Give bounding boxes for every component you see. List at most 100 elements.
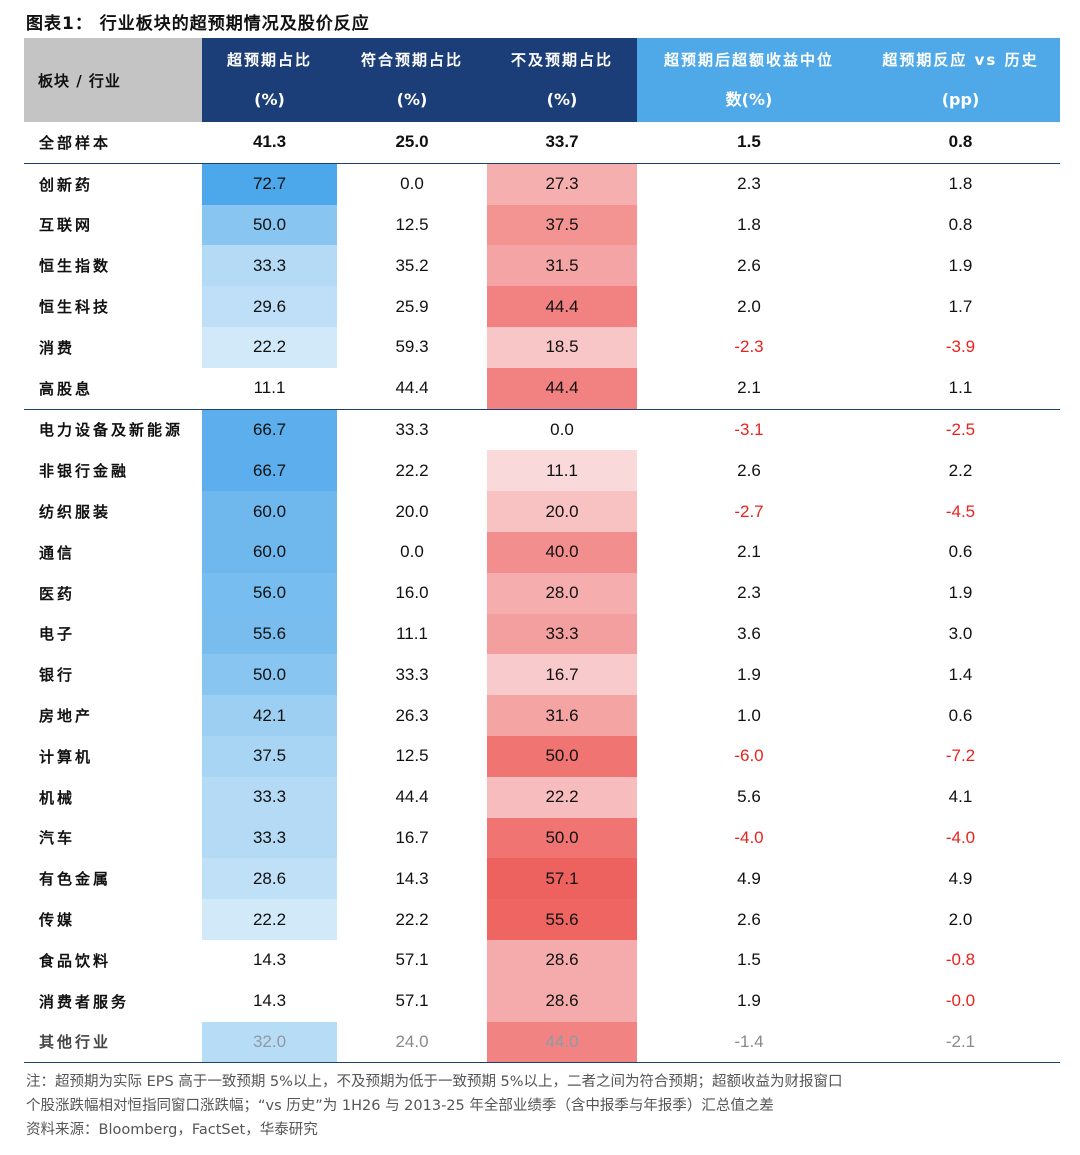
row-excess-cell: -4.0 <box>734 827 764 847</box>
row-inline-cell: 44.4 <box>337 367 487 410</box>
header-miss-ratio-line1: 不及预期占比 <box>510 51 613 69</box>
row-miss-cell: 37.5 <box>487 204 637 246</box>
row-vs-history-cell: -2.5 <box>945 419 976 439</box>
header-inline-ratio-line1: 符合预期占比 <box>360 51 463 69</box>
note-line-2: 个股涨跌幅相对恒指同窗口涨跌幅；“vs 历史”为 1H26 与 2013-25 … <box>26 1098 774 1114</box>
row-vs-history-cell: -3.9 <box>945 337 976 357</box>
row-excess-cell: 2.1 <box>737 542 761 562</box>
row-excess-cell: 1.9 <box>737 991 761 1011</box>
row-excess-cell: 2.6 <box>737 255 761 275</box>
note-line-1: 注：超预期为实际 EPS 高于一致预期 5%以上，不及预期为低于一致预期 5%以… <box>26 1074 843 1090</box>
row-inline-cell: 26.3 <box>395 705 429 725</box>
row-miss-cell: 50.0 <box>487 735 637 777</box>
row-name-cell: 通信 <box>39 543 76 562</box>
row-vs-history-cell: -2.1 <box>861 1021 1060 1064</box>
table-row: 恒生科技 29.6 25.9 44.4 2.0 1.7 <box>24 286 1060 327</box>
row-name-cell: 银行 <box>39 666 76 685</box>
header-excess-return: 超预期后超额收益中位 数(%) <box>637 38 861 122</box>
row-vs-history-cell: 3.0 <box>948 623 973 643</box>
row-inline-cell: 57.1 <box>395 991 429 1011</box>
row-excess-cell: 4.9 <box>737 868 761 888</box>
row-name-cell: 机械 <box>39 788 76 807</box>
header-excess-return-line1: 超预期后超额收益中位 <box>663 51 834 69</box>
total-row-vs-history: 0.8 <box>861 122 1060 164</box>
row-name-cell: 电力设备及新能源 <box>39 421 184 440</box>
row-name-cell: 互联网 <box>39 216 94 235</box>
source-line: 资料来源：Bloomberg，FactSet，华泰研究 <box>26 1122 318 1138</box>
table-row: 纺织服装 60.0 20.0 20.0 -2.7 -4.5 <box>24 491 1060 532</box>
table-row: 非银行金融 66.7 22.2 11.1 2.6 2.2 <box>24 450 1060 492</box>
row-name-cell: 房地产 <box>39 707 94 726</box>
table-row: 创新药 72.7 0.0 27.3 2.3 1.8 <box>24 163 1060 205</box>
row-miss-cell: 27.3 <box>487 163 637 205</box>
table-body: 全部样本 41.3 25.0 33.7 1.5 0.8 创新药 72.7 0.0 27… <box>24 122 1060 1064</box>
table-row: 计算机 37.5 12.5 50.0 -6.0 -7.2 <box>24 735 1060 777</box>
table-row: 消费者服务 14.3 57.1 28.6 1.9 -0.0 <box>24 980 1060 1022</box>
row-beat-cell: 37.5 <box>202 735 337 777</box>
row-miss-cell: 28.6 <box>487 939 637 981</box>
row-excess-cell: 3.6 <box>737 623 761 643</box>
total-row-excess: 1.5 <box>637 122 861 164</box>
notes: 注：超预期为实际 EPS 高于一致预期 5%以上，不及预期为低于一致预期 5%以… <box>26 1070 1066 1142</box>
row-miss-cell: 33.3 <box>487 613 637 655</box>
row-excess-cell: 2.6 <box>737 909 761 929</box>
table-row: 互联网 50.0 12.5 37.5 1.8 0.8 <box>24 204 1060 246</box>
row-miss-cell: 44.4 <box>487 286 637 327</box>
row-inline-cell: 24.0 <box>337 1021 487 1064</box>
table-row: 食品饮料 14.3 57.1 28.6 1.5 -0.8 <box>24 939 1060 981</box>
row-miss-cell: 40.0 <box>487 531 637 573</box>
table-row: 机械 33.3 44.4 22.2 5.6 4.1 <box>24 776 1060 818</box>
row-vs-history-cell: 1.4 <box>948 664 973 684</box>
row-inline-cell: 33.3 <box>395 664 429 684</box>
header-sector: 板块 / 行业 <box>24 38 202 122</box>
row-beat-cell: 72.7 <box>202 163 337 205</box>
table-row: 银行 50.0 33.3 16.7 1.9 1.4 <box>24 654 1060 696</box>
row-beat-cell: 28.6 <box>202 858 337 900</box>
row-name-cell: 食品饮料 <box>39 951 112 970</box>
row-inline-cell: 16.0 <box>395 583 429 603</box>
row-vs-history-cell: 4.9 <box>948 868 973 888</box>
row-inline-cell: 44.4 <box>395 787 429 807</box>
row-miss-cell: 18.5 <box>487 326 637 368</box>
row-name-cell: 消费者服务 <box>39 992 130 1011</box>
table-row: 汽车 33.3 16.7 50.0 -4.0 -4.0 <box>24 817 1060 859</box>
row-miss-cell: 28.6 <box>487 980 637 1022</box>
row-excess-cell: 1.0 <box>737 705 761 725</box>
row-vs-history-cell: 0.6 <box>948 542 973 562</box>
row-excess-cell: 1.8 <box>737 214 761 234</box>
table-row: 其他行业 32.0 24.0 44.0 -1.4 -2.1 <box>24 1021 1060 1064</box>
row-vs-history-cell: -4.0 <box>945 827 976 847</box>
row-beat-cell: 50.0 <box>202 654 337 696</box>
row-inline-cell: 14.3 <box>395 868 429 888</box>
figure-title: 图表1： 行业板块的超预期情况及股价反应 <box>26 14 370 34</box>
row-miss-cell: 22.2 <box>487 776 637 818</box>
row-beat-cell: 60.0 <box>202 531 337 573</box>
row-name-cell: 电子 <box>39 625 76 644</box>
row-vs-history-cell: -0.8 <box>945 950 976 970</box>
row-inline-cell: 33.3 <box>395 419 429 439</box>
row-vs-history-cell: 1.1 <box>861 367 1060 410</box>
sector-earnings-table: 板块 / 行业 超预期占比 (%) 符合预期占比 (%) 不及预期占比 (%) … <box>24 38 1060 1064</box>
total-row-beat: 41.3 <box>202 122 337 164</box>
row-excess-cell: 1.5 <box>737 950 761 970</box>
total-row-name: 全部样本 <box>24 122 202 164</box>
table-row: 电子 55.6 11.1 33.3 3.6 3.0 <box>24 613 1060 655</box>
row-excess-cell: 2.0 <box>737 296 761 316</box>
row-inline-cell: 25.9 <box>395 296 429 316</box>
row-miss-cell: 55.6 <box>487 899 637 940</box>
row-name-cell: 有色金属 <box>39 870 112 889</box>
row-beat-cell: 55.6 <box>202 613 337 655</box>
row-inline-cell: 20.0 <box>395 501 429 521</box>
row-beat-cell: 33.3 <box>202 776 337 818</box>
header-miss-ratio: 不及预期占比 (%) <box>487 38 637 122</box>
row-name-cell: 创新药 <box>39 175 94 194</box>
row-inline-cell: 12.5 <box>395 746 429 766</box>
row-beat-cell: 33.3 <box>202 245 337 287</box>
table-row: 电力设备及新能源 66.7 33.3 0.0 -3.1 -2.5 <box>24 409 1060 451</box>
row-name-cell: 恒生指数 <box>39 257 112 276</box>
row-beat-cell: 50.0 <box>202 204 337 246</box>
row-vs-history-cell: 1.7 <box>948 296 973 316</box>
row-vs-history-cell: 2.0 <box>948 909 973 929</box>
row-name-cell: 纺织服装 <box>39 503 112 522</box>
table-row: 通信 60.0 0.0 40.0 2.1 0.6 <box>24 531 1060 573</box>
